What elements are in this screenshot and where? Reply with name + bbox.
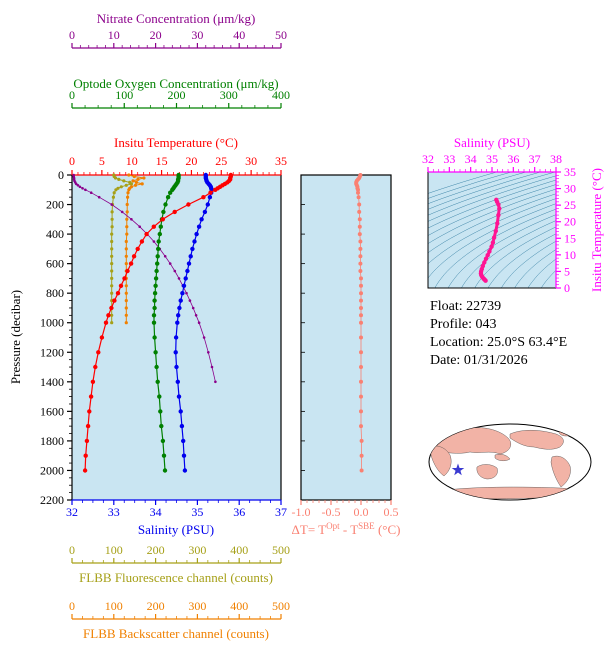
- oxygen-axis-title: Optode Oxygen Concentration (μm/kg): [73, 76, 278, 91]
- svg-text:500: 500: [272, 599, 290, 613]
- svg-text:400: 400: [230, 543, 248, 557]
- float-location-star: [451, 463, 465, 476]
- svg-text:38: 38: [550, 152, 562, 166]
- svg-text:1800: 1800: [40, 434, 64, 448]
- ts-temperature-title: Insitu Temperature (°C): [589, 168, 604, 292]
- info-date: Date: 01/31/2026: [430, 353, 528, 368]
- svg-text:800: 800: [46, 286, 64, 300]
- svg-text:36: 36: [233, 505, 245, 519]
- svg-text:200: 200: [168, 88, 186, 102]
- svg-text:10: 10: [126, 154, 138, 168]
- svg-text:20: 20: [185, 154, 197, 168]
- float-info: Float: 22739 Profile: 043 Location: 25.0…: [430, 299, 567, 368]
- svg-text:300: 300: [220, 88, 238, 102]
- svg-text:34: 34: [465, 152, 477, 166]
- svg-text:35: 35: [486, 152, 498, 166]
- svg-text:500: 500: [272, 543, 290, 557]
- svg-text:0: 0: [564, 281, 570, 295]
- svg-text:32: 32: [66, 505, 78, 519]
- ts-salinity-title: Salinity (PSU): [454, 135, 530, 150]
- info-float: Float: 22739: [430, 299, 501, 314]
- svg-text:35: 35: [275, 154, 287, 168]
- svg-text:100: 100: [105, 543, 123, 557]
- svg-text:1400: 1400: [40, 375, 64, 389]
- world-map: [428, 423, 592, 501]
- svg-text:40: 40: [233, 28, 245, 42]
- ts-diagram: 32 33 34 35 36 37 38 0 5 10 15 20 25 30 35: [422, 152, 576, 295]
- temperature-axis-title: Insitu Temperature (°C): [114, 135, 238, 150]
- svg-text:400: 400: [272, 88, 290, 102]
- svg-text:35: 35: [191, 505, 203, 519]
- svg-text:100: 100: [105, 599, 123, 613]
- svg-text:20: 20: [150, 28, 162, 42]
- svg-text:400: 400: [230, 599, 248, 613]
- main-profile-plot: 0200400600800100012001400160018002000220…: [40, 28, 290, 620]
- axis-titles: Nitrate Concentration (μm/kg) Optode Oxy…: [8, 11, 604, 641]
- svg-text:200: 200: [46, 198, 64, 212]
- svg-text:5: 5: [564, 264, 570, 278]
- delta-t-title: ΔT= TOpt - TSBE (°C): [292, 521, 401, 537]
- svg-text:34: 34: [150, 505, 162, 519]
- svg-text:200: 200: [147, 543, 165, 557]
- svg-text:32: 32: [422, 152, 434, 166]
- svg-text:-0.5: -0.5: [322, 505, 341, 519]
- svg-text:15: 15: [156, 154, 168, 168]
- svg-text:15: 15: [564, 231, 576, 245]
- svg-text:600: 600: [46, 257, 64, 271]
- svg-text:30: 30: [191, 28, 203, 42]
- svg-text:0: 0: [69, 88, 75, 102]
- salinity-axis-title: Salinity (PSU): [138, 522, 214, 537]
- svg-text:36: 36: [507, 152, 519, 166]
- svg-text:50: 50: [275, 28, 287, 42]
- pressure-axis-title: Pressure (decibar): [8, 290, 23, 384]
- svg-text:0.5: 0.5: [384, 505, 399, 519]
- delta-t-plot: -1.0 -0.5 0.0 0.5: [292, 173, 399, 519]
- fluorescence-axis-title: FLBB Fluorescence channel (counts): [79, 570, 273, 585]
- svg-text:37: 37: [529, 152, 541, 166]
- svg-text:35: 35: [564, 165, 576, 179]
- svg-text:2000: 2000: [40, 463, 64, 477]
- svg-text:33: 33: [443, 152, 455, 166]
- info-location: Location: 25.0°S 63.4°E: [430, 335, 567, 350]
- svg-text:30: 30: [245, 154, 257, 168]
- svg-text:2200: 2200: [40, 493, 64, 507]
- svg-text:0: 0: [69, 28, 75, 42]
- nitrate-axis-title: Nitrate Concentration (μm/kg): [97, 11, 256, 26]
- svg-text:37: 37: [275, 505, 287, 519]
- svg-text:400: 400: [46, 227, 64, 241]
- svg-text:10: 10: [564, 248, 576, 262]
- svg-text:0: 0: [69, 599, 75, 613]
- svg-text:33: 33: [108, 505, 120, 519]
- svg-text:100: 100: [115, 88, 133, 102]
- svg-text:20: 20: [564, 215, 576, 229]
- svg-text:5: 5: [99, 154, 105, 168]
- svg-text:-1.0: -1.0: [292, 505, 311, 519]
- svg-text:0.0: 0.0: [354, 505, 369, 519]
- svg-text:0: 0: [69, 154, 75, 168]
- svg-text:1200: 1200: [40, 345, 64, 359]
- svg-text:25: 25: [215, 154, 227, 168]
- svg-text:25: 25: [564, 198, 576, 212]
- backscatter-axis-title: FLBB Backscatter channel (counts): [83, 626, 269, 641]
- svg-text:200: 200: [147, 599, 165, 613]
- svg-text:300: 300: [188, 599, 206, 613]
- svg-text:0: 0: [58, 168, 64, 182]
- svg-text:10: 10: [108, 28, 120, 42]
- svg-text:30: 30: [564, 182, 576, 196]
- svg-text:300: 300: [188, 543, 206, 557]
- svg-text:1600: 1600: [40, 404, 64, 418]
- svg-text:0: 0: [69, 543, 75, 557]
- info-profile: Profile: 043: [430, 317, 497, 332]
- svg-text:1000: 1000: [40, 316, 64, 330]
